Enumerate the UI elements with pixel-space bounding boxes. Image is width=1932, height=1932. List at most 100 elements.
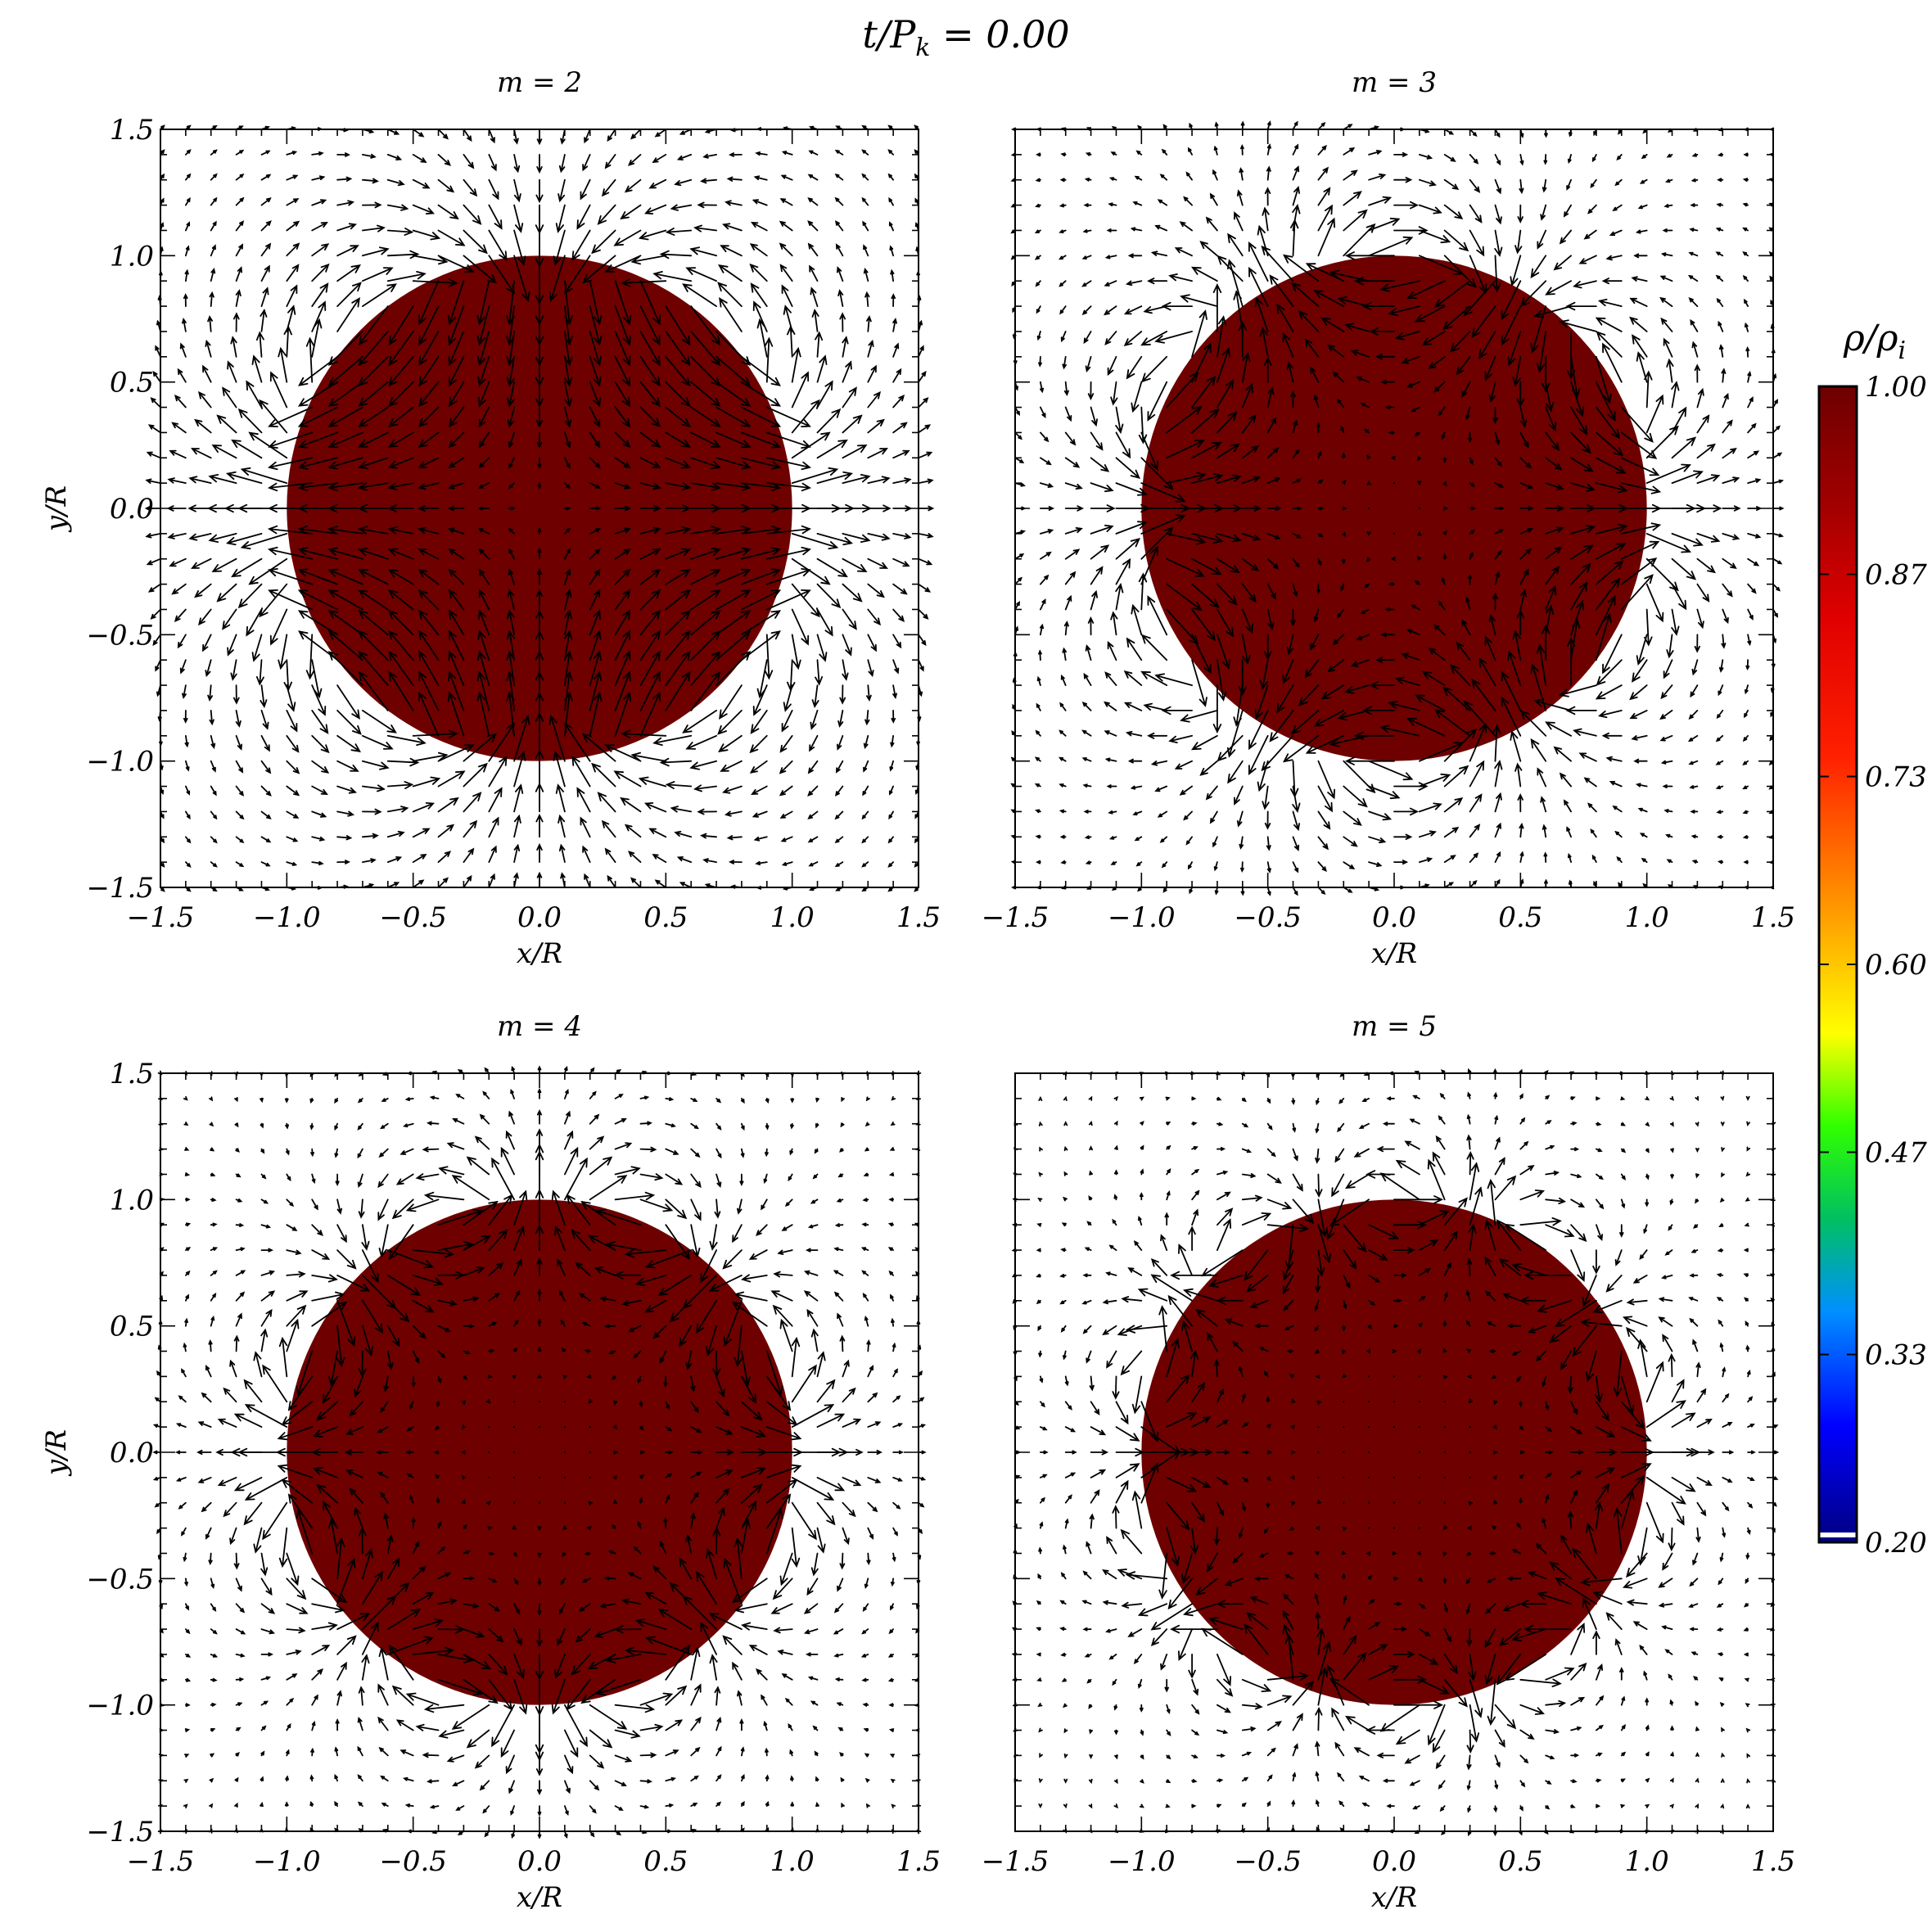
- velocity-arrow: [1393, 1375, 1396, 1378]
- velocity-arrow: [564, 457, 571, 469]
- velocity-arrow: [790, 1775, 794, 1782]
- velocity-arrow: [1545, 381, 1555, 413]
- velocity-arrow: [476, 670, 490, 711]
- velocity-arrow: [1553, 746, 1572, 762]
- velocity-arrow: [1563, 799, 1572, 813]
- velocity-arrow: [1691, 341, 1699, 358]
- velocity-arrow: [564, 255, 591, 295]
- x-axis-label: x/R: [517, 1881, 562, 1914]
- velocity-arrow: [508, 506, 515, 511]
- velocity-arrow: [1690, 203, 1699, 207]
- velocity-arrow: [663, 1517, 668, 1529]
- velocity-arrow: [1298, 310, 1320, 332]
- velocity-arrow: [1125, 1325, 1168, 1334]
- velocity-arrow: [1090, 1401, 1100, 1415]
- velocity-arrow: [1205, 216, 1218, 232]
- velocity-arrow: [1688, 760, 1699, 765]
- velocity-arrow: [614, 406, 631, 428]
- velocity-arrow: [297, 431, 338, 449]
- velocity-arrow: [327, 503, 363, 513]
- velocity-arrow: [1059, 1299, 1067, 1305]
- velocity-arrow: [706, 1325, 717, 1356]
- velocity-arrow: [1492, 1424, 1497, 1430]
- velocity-arrow: [196, 1449, 212, 1456]
- velocity-arrow: [1368, 836, 1387, 844]
- velocity-arrow: [1545, 431, 1560, 451]
- velocity-arrow: [1241, 1194, 1263, 1202]
- velocity-arrow: [1613, 1507, 1623, 1555]
- velocity-arrow: [1469, 154, 1479, 165]
- velocity-arrow: [1696, 504, 1722, 512]
- velocity-arrow: [1282, 1609, 1294, 1630]
- velocity-arrow: [589, 1156, 613, 1176]
- velocity-arrow: [181, 1368, 187, 1378]
- velocity-arrow: [1537, 767, 1547, 788]
- velocity-arrow: [765, 482, 812, 492]
- velocity-arrow: [211, 557, 237, 572]
- velocity-arrow: [1469, 530, 1475, 535]
- velocity-arrow: [235, 810, 245, 820]
- velocity-arrow: [1064, 1401, 1072, 1411]
- velocity-arrow: [1035, 178, 1041, 183]
- velocity-arrow: [1038, 355, 1042, 368]
- x-tick-label: −1.0: [253, 1845, 321, 1878]
- velocity-arrow: [1465, 1348, 1471, 1353]
- velocity-arrow: [741, 406, 782, 427]
- velocity-arrow: [362, 808, 382, 815]
- velocity-arrow: [690, 1512, 696, 1529]
- velocity-arrow: [1620, 1148, 1627, 1153]
- velocity-arrow: [1036, 152, 1041, 157]
- velocity-arrow: [1659, 734, 1673, 742]
- velocity-arrow: [1166, 472, 1207, 484]
- velocity-arrow: [1645, 1400, 1686, 1428]
- velocity-arrow: [763, 1720, 768, 1731]
- velocity-arrow: [1191, 557, 1222, 576]
- velocity-arrow: [1064, 406, 1072, 422]
- velocity-arrow: [654, 129, 667, 138]
- velocity-arrow: [233, 1413, 263, 1428]
- velocity-arrow: [781, 1673, 793, 1681]
- velocity-arrow: [1317, 861, 1327, 873]
- velocity-arrow: [624, 1249, 667, 1258]
- velocity-arrow: [752, 199, 768, 206]
- velocity-arrow: [639, 457, 661, 468]
- velocity-arrow: [1282, 1275, 1294, 1295]
- velocity-arrow: [311, 282, 329, 307]
- velocity-arrow: [1084, 177, 1092, 182]
- velocity-arrow: [1567, 852, 1572, 863]
- velocity-arrow: [724, 200, 743, 206]
- velocity-arrow: [887, 173, 894, 181]
- velocity-arrow: [1366, 557, 1371, 562]
- colorbar-tick-label: 0.20: [1865, 1527, 1927, 1560]
- velocity-arrow: [1519, 822, 1524, 838]
- velocity-arrow: [791, 1336, 801, 1378]
- velocity-arrow: [1212, 836, 1218, 848]
- velocity-arrow: [1469, 824, 1481, 838]
- velocity-arrow: [1596, 1663, 1603, 1681]
- velocity-arrow: [1082, 1325, 1092, 1334]
- velocity-arrow: [1261, 734, 1294, 772]
- velocity-arrow: [1232, 1552, 1244, 1564]
- velocity-arrow: [614, 1704, 656, 1713]
- velocity-arrow: [690, 355, 721, 387]
- velocity-arrow: [1368, 1501, 1370, 1504]
- velocity-arrow: [1241, 1501, 1246, 1512]
- velocity-arrow: [1081, 1600, 1092, 1605]
- velocity-arrow: [297, 610, 338, 636]
- velocity-arrow: [715, 1801, 722, 1807]
- velocity-arrow: [248, 431, 288, 459]
- velocity-arrow: [836, 1198, 844, 1203]
- velocity-arrow: [1241, 1703, 1263, 1710]
- velocity-arrow: [1570, 1426, 1583, 1434]
- velocity-arrow: [892, 557, 910, 567]
- velocity-arrow: [477, 355, 490, 387]
- velocity-arrow: [233, 1477, 263, 1492]
- velocity-arrow: [235, 861, 245, 868]
- velocity-arrow: [861, 836, 869, 844]
- velocity-arrow: [1125, 1571, 1168, 1580]
- velocity-arrow: [717, 734, 743, 752]
- velocity-arrow: [1157, 810, 1168, 818]
- velocity-arrow: [362, 178, 379, 184]
- velocity-arrow: [670, 806, 693, 813]
- velocity-arrow: [1570, 1726, 1582, 1731]
